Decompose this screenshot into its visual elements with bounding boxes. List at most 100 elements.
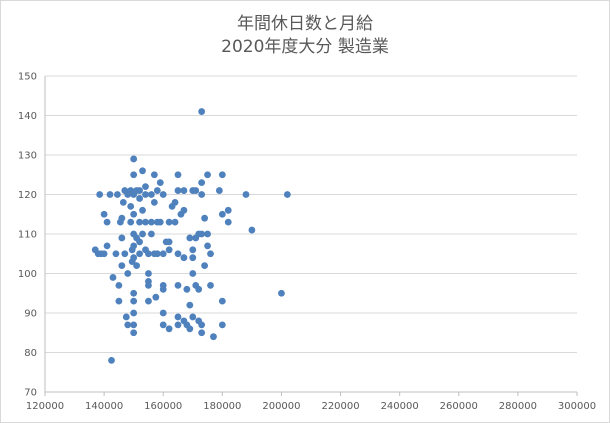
scatter-point [118, 234, 126, 242]
scatter-point [174, 171, 182, 179]
y-tick-label: 100 [18, 269, 37, 280]
x-tick-label: 260000 [440, 401, 478, 412]
scatter-point [142, 191, 149, 198]
data-points [91, 108, 291, 364]
scatter-point [159, 285, 167, 293]
scatter-point [156, 179, 164, 187]
scatter-point [153, 250, 161, 258]
scatter-point [159, 321, 167, 329]
scatter-point [204, 242, 211, 250]
scatter-point [145, 297, 152, 305]
chart-title-line-1: 年間休日数と月給 [237, 14, 373, 34]
y-tick-label: 90 [24, 309, 37, 320]
scatter-point [186, 325, 194, 333]
scatter-point [96, 191, 104, 198]
y-tick-label: 110 [18, 230, 37, 241]
scatter-point [192, 187, 200, 194]
scatter-point [278, 289, 285, 297]
scatter-point [171, 199, 179, 206]
scatter-point [198, 230, 206, 238]
scatter-point [174, 321, 182, 329]
scatter-point [180, 206, 188, 214]
x-tick-label: 220000 [321, 401, 359, 412]
scatter-point [198, 321, 206, 329]
scatter-point [159, 309, 167, 317]
scatter-point [224, 206, 232, 214]
scatter-point [148, 230, 155, 238]
scatter-point [142, 218, 149, 226]
scatter-point [130, 309, 138, 317]
scatter-point [183, 285, 191, 293]
scatter-point [195, 285, 203, 293]
scatter-point [150, 171, 158, 179]
scatter-point [283, 191, 291, 198]
y-tick-label: 150 [18, 72, 37, 83]
scatter-point [145, 250, 152, 258]
axes [44, 76, 578, 396]
scatter-point [103, 242, 111, 250]
scatter-point [204, 230, 211, 238]
scatter-point [139, 167, 146, 175]
scatter-point [112, 250, 120, 258]
scatter-point [159, 191, 167, 198]
x-tick-label: 180000 [203, 401, 241, 412]
scatter-point [152, 293, 160, 301]
scatter-point [115, 297, 123, 305]
x-tick-label: 160000 [144, 401, 182, 412]
scatter-point [136, 218, 143, 226]
scatter-point [106, 191, 114, 198]
scatter-point [156, 218, 164, 226]
chart-title: 年間休日数と月給 2020年度大分 製造業 [1, 13, 609, 59]
scatter-point [139, 230, 146, 238]
scatter-point [108, 357, 115, 364]
x-tick-label: 200000 [262, 401, 300, 412]
scatter-point [218, 210, 226, 218]
y-tick-label: 70 [24, 388, 37, 399]
scatter-point [124, 270, 132, 277]
scatter-point [130, 254, 138, 262]
scatter-point [201, 214, 209, 222]
scatter-point [148, 191, 155, 198]
scatter-point [248, 226, 256, 234]
scatter-point [109, 274, 117, 281]
scatter-point [100, 250, 108, 258]
scatter-point [142, 183, 149, 191]
scatter-point [121, 250, 129, 258]
scatter-point [148, 218, 155, 226]
scatter-point [122, 313, 130, 321]
scatter-point [198, 329, 206, 337]
scatter-point [100, 210, 108, 218]
chart-title-line-2: 2020年度大分 製造業 [221, 37, 389, 57]
scatter-point [165, 325, 173, 333]
scatter-point [180, 254, 188, 262]
scatter-point [207, 281, 214, 289]
scatter-point [130, 297, 138, 305]
scatter-point [115, 281, 123, 289]
scatter-point [119, 199, 127, 206]
scatter-point [165, 218, 173, 226]
tick-labels: 70 80 90 100 110 120 130 140 150 120000 140000 1600… [18, 72, 596, 413]
scatter-point [136, 195, 143, 202]
scatter-point [103, 218, 111, 226]
scatter-point [174, 281, 182, 289]
scatter-point [127, 202, 135, 210]
scatter-point [165, 246, 173, 254]
scatter-point [150, 199, 158, 206]
scatter-point [189, 313, 197, 321]
scatter-point [198, 179, 206, 187]
scatter-point [124, 321, 132, 329]
scatter-point [186, 301, 194, 309]
scatter-point [198, 191, 206, 198]
scatter-point [130, 321, 138, 329]
scatter-point [174, 187, 182, 194]
scatter-point [136, 187, 143, 194]
scatter-point [242, 191, 250, 198]
y-tick-label: 80 [24, 348, 37, 359]
x-tick-label: 240000 [381, 401, 419, 412]
scatter-point [198, 108, 206, 115]
scatter-point [174, 313, 182, 321]
scatter-point [145, 281, 152, 289]
scatter-point [210, 333, 217, 341]
scatter-point [189, 254, 197, 262]
